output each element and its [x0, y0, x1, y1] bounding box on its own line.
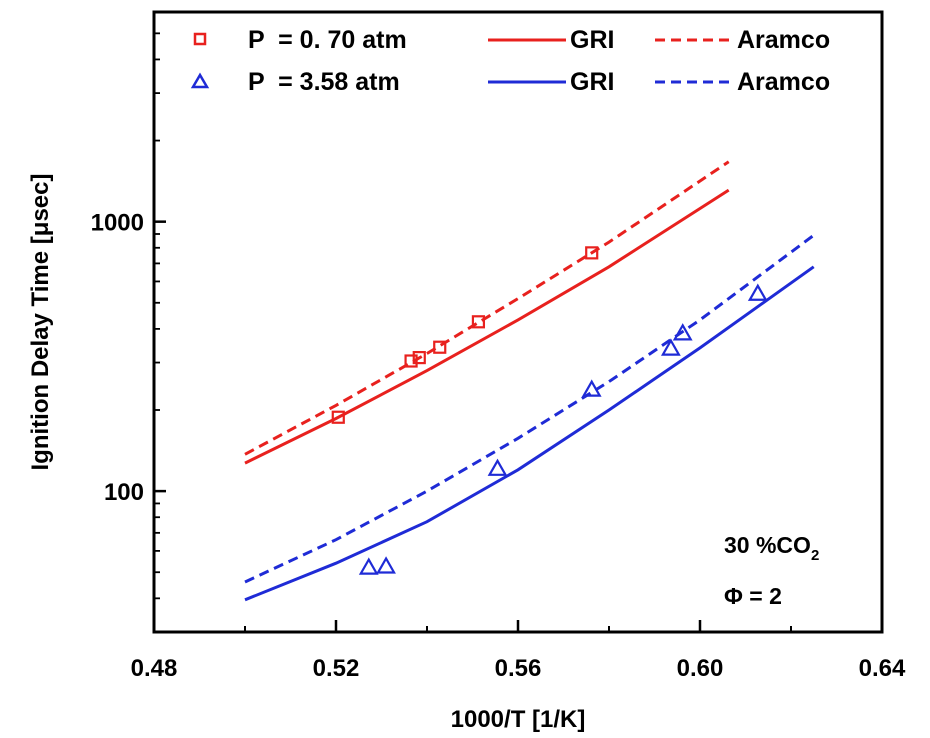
x-tick-label: 0.52 — [313, 655, 360, 682]
x-axis-title: 1000/T [1/K] — [451, 706, 586, 733]
annotation-co2-main: 30 %CO — [724, 532, 811, 558]
data-point-square — [412, 350, 426, 365]
y-tick-label: 1000 — [91, 210, 144, 237]
aramco-line-blue — [244, 234, 815, 584]
data-point-square — [471, 315, 486, 329]
data-point-square — [433, 340, 447, 354]
legend-marker-blue-triangle — [190, 72, 210, 89]
series-layer — [244, 160, 815, 602]
legend: P = 0. 70 atm GRI Aramco P = 3.58 atm GR… — [190, 26, 830, 96]
annotation-co2-subscript: 2 — [811, 547, 819, 564]
data-point-triangle — [747, 283, 768, 301]
legend-label-red-gri: GRI — [570, 26, 614, 54]
y-tick-label: 100 — [104, 479, 144, 506]
gri-line-blue — [244, 265, 815, 602]
ticks-layer: 0.48 0.52 0.56 0.60 0.64 100 1000 — [91, 32, 906, 682]
legend-label-red-aramco: Aramco — [737, 26, 830, 54]
legend-marker-red-square — [193, 32, 207, 46]
data-point-triangle — [358, 557, 379, 575]
annotation-co2: 30 %CO2 — [724, 532, 819, 564]
gri-line-red — [244, 188, 730, 465]
data-point-triangle — [672, 323, 693, 341]
y-axis-title: Ignition Delay Time [μsec] — [27, 174, 54, 471]
annotation-phi: Φ = 2 — [724, 583, 782, 609]
data-point-triangle — [487, 458, 508, 476]
data-point-triangle — [376, 556, 396, 574]
x-tick-label: 0.56 — [495, 655, 542, 682]
aramco-line-red — [244, 160, 730, 456]
data-point-square — [331, 410, 345, 424]
legend-label-p070: P = 0. 70 atm — [248, 26, 407, 54]
legend-label-blue-gri: GRI — [570, 68, 614, 96]
data-point-triangle — [660, 338, 681, 356]
x-tick-label: 0.64 — [859, 655, 906, 682]
x-tick-label: 0.48 — [131, 655, 178, 682]
legend-label-p358: P = 3.58 atm — [248, 68, 400, 96]
legend-label-blue-aramco: Aramco — [737, 68, 830, 96]
x-tick-label: 0.60 — [677, 655, 724, 682]
data-point-square — [585, 246, 599, 260]
